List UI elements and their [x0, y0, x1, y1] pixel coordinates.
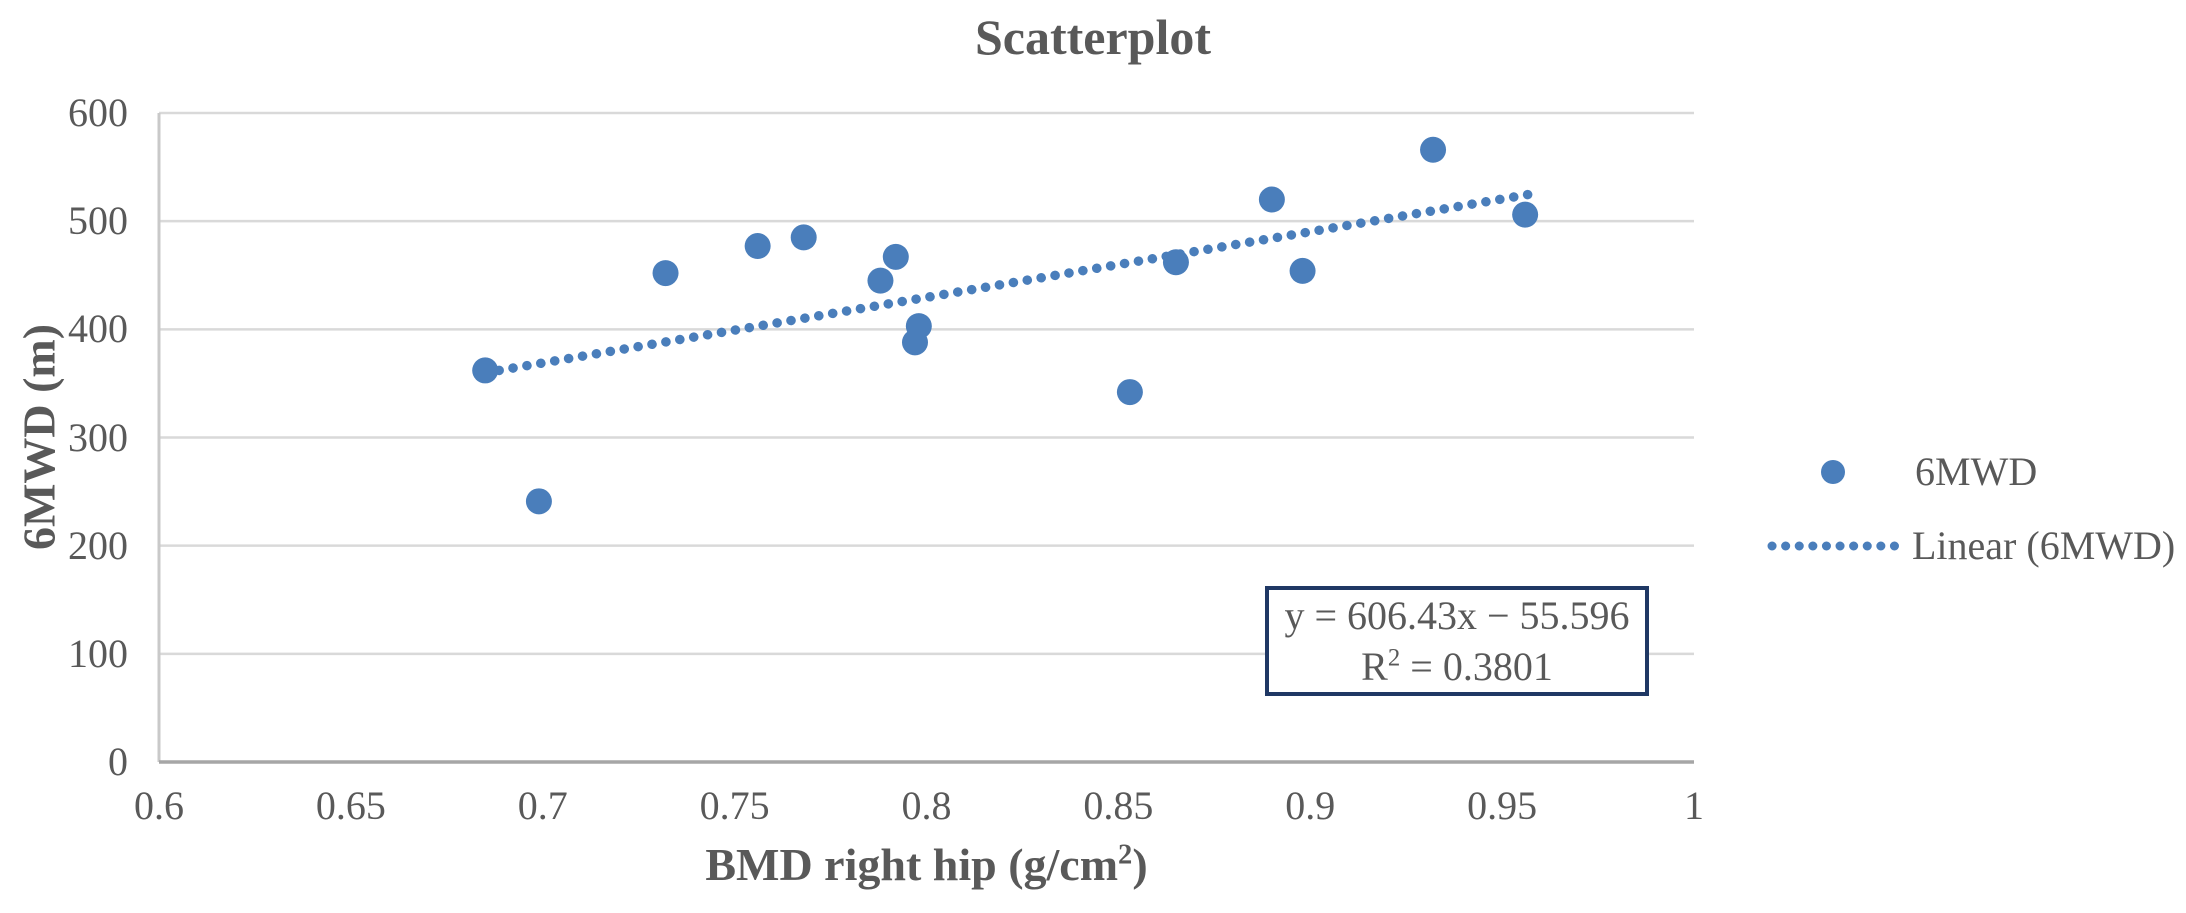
scatter-point: [905, 313, 932, 340]
scatter-point: [652, 260, 679, 287]
scatter-point: [472, 357, 499, 384]
r-squared-superscript: 2: [1387, 644, 1401, 672]
x-tick-label: 0.6: [134, 783, 184, 828]
legend-label-6mwd: 6MWD: [1915, 449, 2038, 494]
chart-title: Scatterplot: [974, 9, 1212, 65]
trendline-equation-box: y = 606.43x − 55.596 R2 = 0.3801: [1265, 586, 1649, 696]
r-squared-value: R2 = 0.3801: [1361, 641, 1553, 692]
x-tick-label: 0.95: [1467, 783, 1538, 828]
r-squared-prefix: R: [1361, 644, 1388, 689]
scatter-point: [1116, 379, 1143, 406]
scatter-point: [1289, 257, 1316, 284]
scatter-point: [867, 267, 894, 294]
scatter-point: [1162, 249, 1189, 276]
r-squared-suffix: = 0.3801: [1400, 644, 1553, 689]
scatter-point: [525, 488, 552, 515]
x-tick-label: 0.85: [1083, 783, 1154, 828]
scatter-point: [882, 243, 909, 270]
x-tick-label: 0.9: [1285, 783, 1336, 828]
y-tick-label: 400: [68, 306, 128, 352]
x-tick-label: 0.7: [517, 783, 568, 828]
y-tick-label: 100: [68, 630, 128, 676]
y-tick-label: 200: [68, 522, 128, 568]
scatter-point: [1512, 201, 1539, 228]
x-axis-title: BMD right hip (g/cm2): [159, 838, 1694, 891]
legend-label-linear-6mwd: Linear (6MWD): [1912, 523, 2176, 568]
x-axis-title-superscript: 2: [1118, 839, 1133, 871]
x-axis-title-close: ): [1132, 839, 1148, 890]
y-tick-label: 500: [68, 198, 128, 244]
scatter-point: [1420, 136, 1447, 163]
x-tick-label: 0.75: [699, 783, 770, 828]
x-tick-label: 0.8: [901, 783, 952, 828]
y-tick-label: 300: [68, 414, 128, 460]
scatter-point: [790, 224, 817, 251]
x-tick-label: 0.65: [315, 783, 386, 828]
scatter-point: [744, 233, 771, 260]
legend-point-marker-icon: [1821, 460, 1845, 484]
trendline-equation: y = 606.43x − 55.596: [1284, 593, 1630, 638]
y-tick-label: 600: [68, 90, 128, 135]
y-tick-label: 0: [108, 739, 128, 784]
scatter-point: [1258, 186, 1285, 213]
x-tick-label: 1: [1684, 783, 1704, 828]
x-axis-title-text: BMD right hip (g/cm: [705, 839, 1119, 890]
